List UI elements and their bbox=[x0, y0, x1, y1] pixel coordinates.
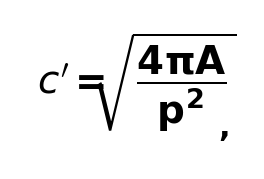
Text: $\bf{,}$: $\bf{,}$ bbox=[218, 115, 229, 144]
Text: $\bf{\mathit{c'}}$: $\bf{\mathit{c'}}$ bbox=[37, 63, 70, 101]
Text: $\bf{\sqrt{\dfrac{4\pi A}{p^{2}}}}$: $\bf{\sqrt{\dfrac{4\pi A}{p^{2}}}}$ bbox=[88, 30, 236, 134]
Text: $\bf{=}$: $\bf{=}$ bbox=[67, 63, 105, 101]
